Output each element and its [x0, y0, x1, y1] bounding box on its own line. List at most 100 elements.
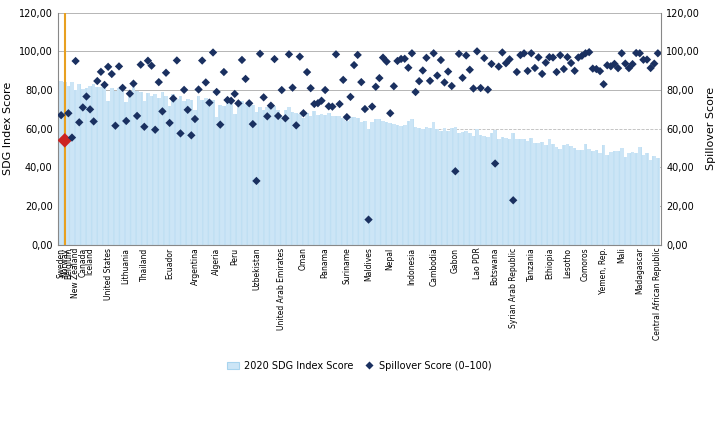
Bar: [439, 131, 443, 245]
Bar: [255, 112, 258, 245]
Bar: [146, 92, 150, 245]
Bar: [74, 90, 78, 245]
Bar: [139, 92, 142, 245]
Point: [500, 60, 512, 67]
Bar: [367, 129, 370, 245]
Bar: [439, 131, 443, 245]
Bar: [461, 132, 464, 245]
Bar: [229, 99, 233, 245]
Point: [583, 49, 595, 56]
Point: [641, 56, 653, 63]
Point: [186, 132, 197, 139]
Bar: [392, 124, 395, 245]
Point: [175, 130, 186, 137]
Point: [634, 50, 646, 57]
Bar: [114, 91, 117, 245]
Bar: [157, 98, 160, 245]
Point: [109, 122, 121, 129]
Bar: [316, 115, 320, 245]
Bar: [620, 148, 623, 245]
Point: [221, 97, 233, 103]
Bar: [135, 91, 139, 245]
Point: [631, 50, 642, 57]
Bar: [342, 118, 345, 245]
Point: [569, 68, 580, 74]
Point: [562, 54, 573, 60]
Point: [348, 62, 360, 68]
Bar: [327, 113, 331, 245]
Bar: [324, 115, 327, 245]
Bar: [88, 86, 92, 245]
Bar: [92, 84, 96, 245]
Bar: [511, 133, 515, 245]
Point: [294, 53, 306, 60]
Bar: [186, 99, 190, 245]
Point: [460, 52, 472, 59]
Bar: [334, 116, 338, 245]
Bar: [197, 95, 201, 245]
Bar: [475, 129, 479, 245]
Bar: [168, 106, 171, 245]
Bar: [450, 128, 454, 245]
Bar: [67, 86, 70, 245]
Bar: [479, 135, 482, 245]
Bar: [587, 149, 591, 245]
Point: [211, 89, 222, 95]
Bar: [649, 160, 652, 245]
Bar: [179, 95, 183, 245]
Point: [497, 49, 508, 56]
Bar: [392, 124, 395, 245]
Bar: [533, 143, 536, 245]
Bar: [641, 155, 645, 245]
Point: [515, 52, 526, 59]
Bar: [620, 148, 623, 245]
Bar: [432, 122, 436, 245]
Bar: [349, 117, 352, 245]
Point: [453, 51, 464, 57]
Bar: [183, 101, 186, 245]
Bar: [559, 149, 562, 245]
Bar: [486, 137, 490, 245]
Bar: [584, 144, 587, 245]
Bar: [468, 133, 472, 245]
Bar: [352, 117, 356, 245]
Point: [341, 114, 352, 121]
Bar: [153, 94, 157, 245]
Bar: [363, 121, 367, 245]
Bar: [179, 95, 183, 245]
Bar: [410, 119, 413, 245]
Bar: [497, 139, 500, 245]
Bar: [70, 82, 74, 245]
Bar: [208, 101, 211, 245]
Bar: [613, 151, 616, 245]
Bar: [598, 153, 602, 245]
Point: [258, 94, 270, 101]
Point: [121, 118, 132, 124]
Bar: [201, 100, 204, 245]
Bar: [229, 99, 233, 245]
Bar: [645, 153, 649, 245]
Bar: [555, 147, 559, 245]
Point: [99, 81, 110, 88]
Point: [262, 113, 273, 120]
Bar: [334, 116, 338, 245]
Bar: [446, 130, 450, 245]
Bar: [464, 131, 468, 245]
Point: [150, 126, 161, 133]
Bar: [316, 115, 320, 245]
Bar: [377, 119, 381, 245]
Point: [547, 54, 559, 61]
Bar: [244, 105, 247, 245]
Point: [214, 121, 226, 128]
Bar: [164, 95, 168, 245]
Bar: [399, 126, 403, 245]
Bar: [160, 92, 164, 245]
Bar: [482, 136, 486, 245]
Bar: [331, 116, 334, 245]
Bar: [81, 89, 85, 245]
Point: [609, 60, 620, 67]
Bar: [595, 150, 598, 245]
Bar: [280, 116, 283, 245]
Point: [319, 87, 331, 93]
Point: [410, 89, 421, 95]
